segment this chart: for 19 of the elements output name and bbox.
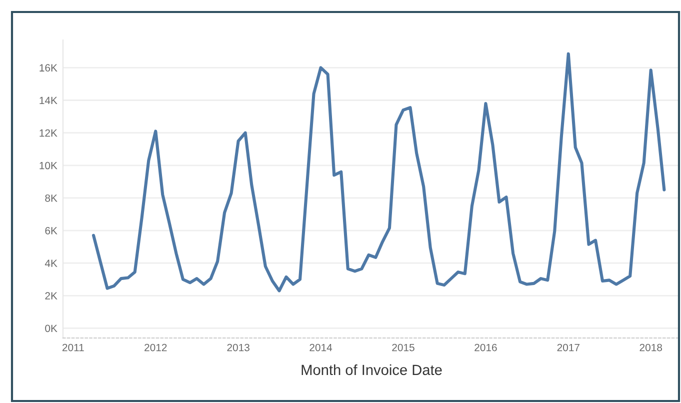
x-tick-label: 2012 bbox=[144, 344, 167, 352]
y-tick-label: 6K bbox=[45, 227, 58, 234]
x-tick-label: 2011 bbox=[62, 344, 84, 352]
y-tick-label: 4K bbox=[44, 260, 58, 267]
y-tick-label: 10K bbox=[40, 162, 58, 170]
y-tick-label: 0K bbox=[45, 324, 58, 332]
x-tick-label: 2016 bbox=[474, 344, 497, 352]
x-tick-label: 2015 bbox=[392, 344, 414, 352]
x-tick-label: 2013 bbox=[227, 344, 250, 352]
y-tick-label: 16K bbox=[40, 64, 58, 72]
y-tick-label: 8K bbox=[45, 194, 58, 202]
y-tick-label: 14K bbox=[40, 96, 58, 104]
y-tick-label: 12K bbox=[40, 129, 58, 137]
x-tick-label: 2017 bbox=[557, 344, 580, 352]
x-tick-label: 2018 bbox=[640, 344, 662, 352]
x-axis-title: Month of Invoice Date bbox=[302, 364, 442, 376]
line-series bbox=[92, 52, 666, 292]
y-tick-label: 2K bbox=[45, 292, 58, 300]
x-tick-label: 2014 bbox=[310, 344, 332, 352]
